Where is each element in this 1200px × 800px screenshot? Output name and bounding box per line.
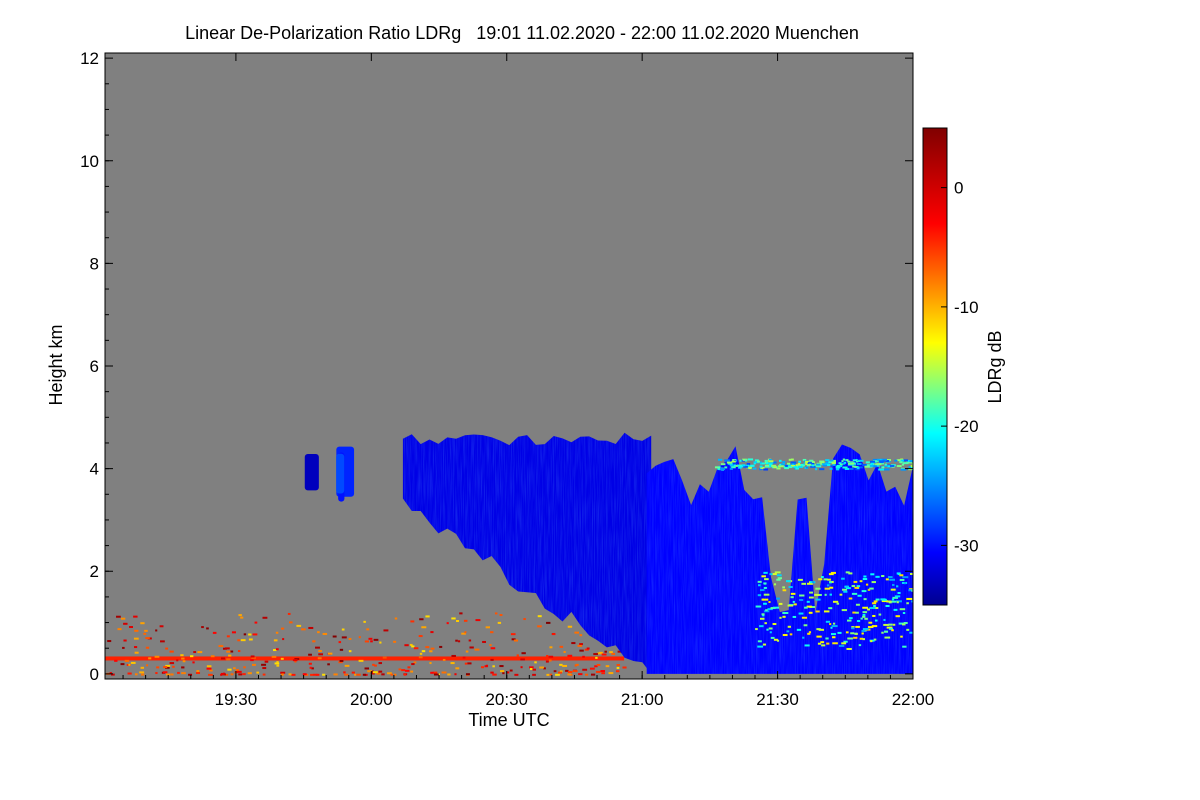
data-region-2 [402, 432, 652, 674]
colorbar-axis: 0 -10 -20 -30 [941, 179, 979, 555]
x-tick-label: 20:30 [485, 690, 528, 709]
data-region-5 [755, 571, 913, 650]
y-tick-label: 12 [80, 49, 99, 68]
y-axis-label: Height km [46, 324, 66, 405]
y-tick-label: 0 [90, 665, 99, 684]
colorbar-tick-label: 0 [954, 179, 963, 198]
x-tick-label: 21:30 [756, 690, 799, 709]
x-axis: 19:30 20:00 20:30 21:00 21:30 22:00 [122, 53, 935, 709]
data-region-1 [304, 446, 355, 502]
ldr-data-layer [105, 432, 913, 676]
colorbar-tick-label: -10 [954, 298, 979, 317]
y-tick-label: 2 [90, 562, 99, 581]
data-region-0 [105, 612, 627, 676]
colorbar-tick-label: -30 [954, 536, 979, 555]
y-tick-label: 6 [90, 357, 99, 376]
y-tick-label: 8 [90, 254, 99, 273]
y-tick-label: 10 [80, 152, 99, 171]
x-tick-label: 19:30 [215, 690, 258, 709]
chart-title: Linear De-Polarization Ratio LDRg 19:01 … [185, 23, 859, 43]
colorbar-tick-label: -20 [954, 417, 979, 436]
x-axis-label: Time UTC [468, 710, 549, 730]
colorbar-label: LDRg dB [985, 330, 1005, 403]
x-tick-label: 21:00 [621, 690, 664, 709]
colorbar [922, 127, 948, 606]
y-axis: 0 2 4 6 8 10 12 [80, 49, 913, 684]
x-tick-label: 20:00 [350, 690, 393, 709]
y-tick-label: 4 [90, 460, 99, 479]
data-region-3 [646, 444, 913, 674]
x-tick-label: 22:00 [892, 690, 935, 709]
